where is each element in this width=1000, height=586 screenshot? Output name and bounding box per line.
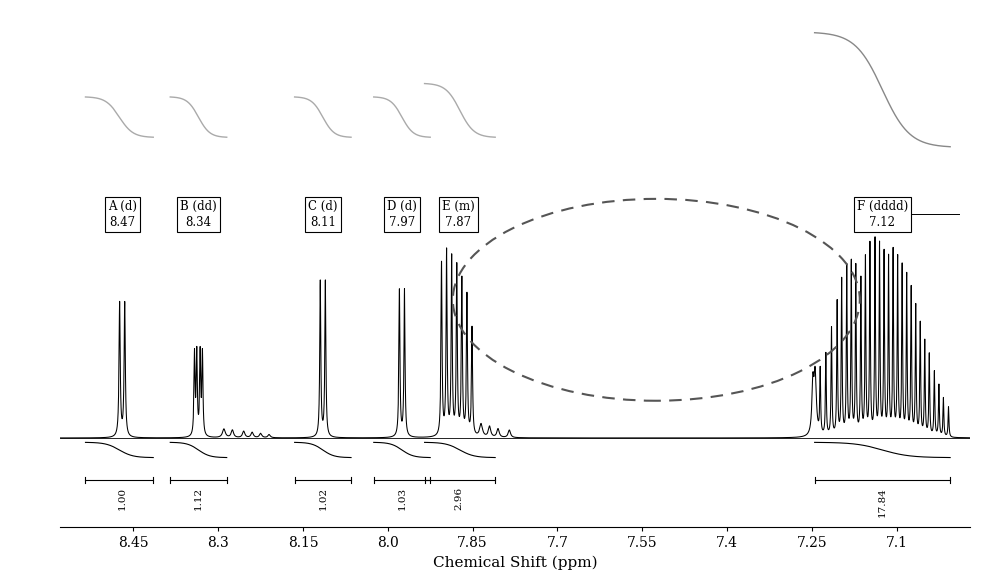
- Text: 1.12: 1.12: [194, 487, 203, 510]
- X-axis label: Chemical Shift (ppm): Chemical Shift (ppm): [433, 556, 597, 570]
- Text: 1.00: 1.00: [118, 487, 127, 510]
- Text: A (d)
8.47: A (d) 8.47: [108, 200, 137, 229]
- Text: 2.96: 2.96: [454, 487, 463, 510]
- Text: C (d)
8.11: C (d) 8.11: [308, 200, 338, 229]
- Text: D (d)
7.97: D (d) 7.97: [387, 200, 417, 229]
- Text: B (dd)
8.34: B (dd) 8.34: [180, 200, 217, 229]
- Text: F (dddd)
7.12: F (dddd) 7.12: [857, 200, 908, 229]
- Text: E (m)
7.87: E (m) 7.87: [442, 200, 475, 229]
- Text: 17.84: 17.84: [878, 487, 887, 517]
- Text: 1.03: 1.03: [397, 487, 406, 510]
- Text: 1.02: 1.02: [318, 487, 327, 510]
